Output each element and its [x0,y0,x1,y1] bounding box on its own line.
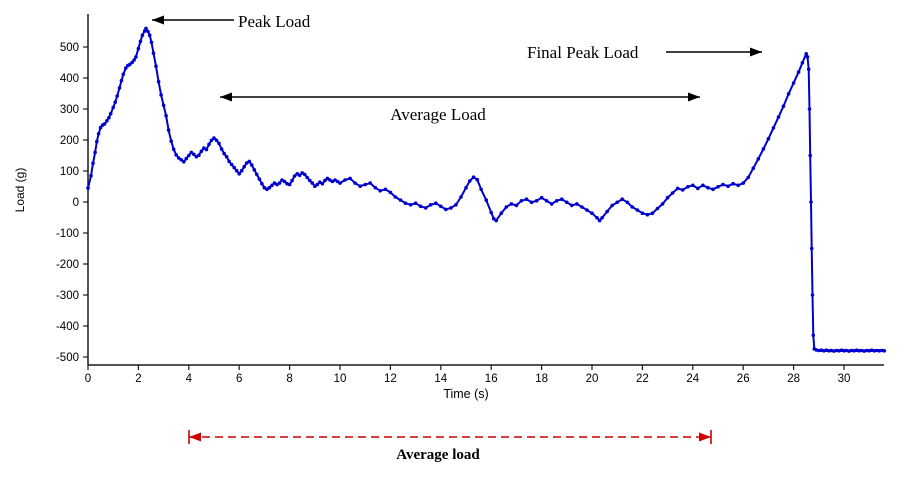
y-tick-label: 300 [60,104,79,116]
y-tick-label: 200 [60,135,79,147]
x-tick-label: 6 [236,373,242,385]
tick-labels: 0 2 4 6 8 10 12 14 16 18 20 22 24 26 28 30-500-400-300-… [56,42,850,385]
axes [87,14,884,366]
data-point-markers [86,26,887,353]
x-tick-label: 22 [636,373,649,385]
annotation-arrow-average-load-span [220,92,700,102]
x-tick-label: 4 [186,373,193,385]
tick-marks [83,46,845,370]
load-curve [87,27,886,353]
x-tick-label: 10 [334,373,347,385]
y-tick-label: -200 [56,259,79,271]
x-tick-label: 30 [838,373,851,385]
x-tick-label: 28 [787,373,800,385]
annotation-arrow-final-peak-load [666,47,762,57]
x-tick-label: 24 [686,373,699,385]
y-tick-label: 0 [73,197,79,209]
y-tick-label: 100 [60,166,79,178]
x-axis-title: Time (s) [443,387,489,401]
x-tick-label: 0 [85,373,91,385]
annotation-arrow-peak-load [152,15,234,25]
y-tick-label: -400 [56,321,79,333]
x-tick-label: 20 [586,373,599,385]
annotation-arrow-average-load-bottom [188,430,712,444]
x-tick-label: 26 [737,373,750,385]
y-tick-label: -300 [56,290,79,302]
y-tick-label: -500 [56,352,79,364]
annotation-average-load-bottom-label: Average load [396,447,480,463]
x-tick-label: 2 [135,373,141,385]
x-tick-label: 16 [485,373,498,385]
y-axis-title: Load (g) [13,167,27,213]
annotation-final-peak-load-label: Final Peak Load [527,43,639,62]
x-tick-label: 14 [434,373,447,385]
annotation-average-load-label: Average Load [390,105,486,124]
x-tick-label: 8 [286,373,292,385]
y-tick-label: -100 [56,228,79,240]
y-tick-label: 400 [60,73,79,85]
x-tick-label: 18 [535,373,548,385]
annotation-peak-load-label: Peak Load [238,12,311,31]
y-tick-label: 500 [60,42,79,54]
x-tick-label: 12 [384,373,397,385]
